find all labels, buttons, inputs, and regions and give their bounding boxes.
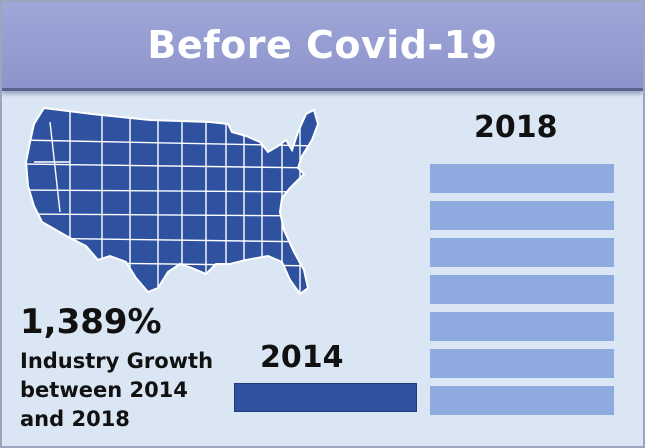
growth-description: Industry Growth between 2014 and 2018 — [20, 349, 214, 431]
bar-segment-2018 — [430, 164, 614, 193]
growth-percentage: 1,389% — [20, 302, 162, 342]
bar-segment-2018 — [430, 312, 614, 341]
page-title: Before Covid-19 — [147, 23, 498, 67]
bar-2014 — [234, 383, 417, 412]
bar-segment-2018 — [430, 201, 614, 230]
bar-segment-2018 — [430, 349, 614, 378]
year-2014-label: 2014 — [260, 340, 344, 375]
bar-segment-2018 — [430, 275, 614, 304]
bar-segment-2018 — [430, 386, 614, 415]
bar-stack-2018 — [430, 164, 614, 415]
title-banner: Before Covid-19 — [2, 2, 643, 91]
usa-map-icon — [24, 106, 320, 296]
bar-segment-2018 — [430, 238, 614, 267]
year-2018-label: 2018 — [474, 110, 558, 145]
